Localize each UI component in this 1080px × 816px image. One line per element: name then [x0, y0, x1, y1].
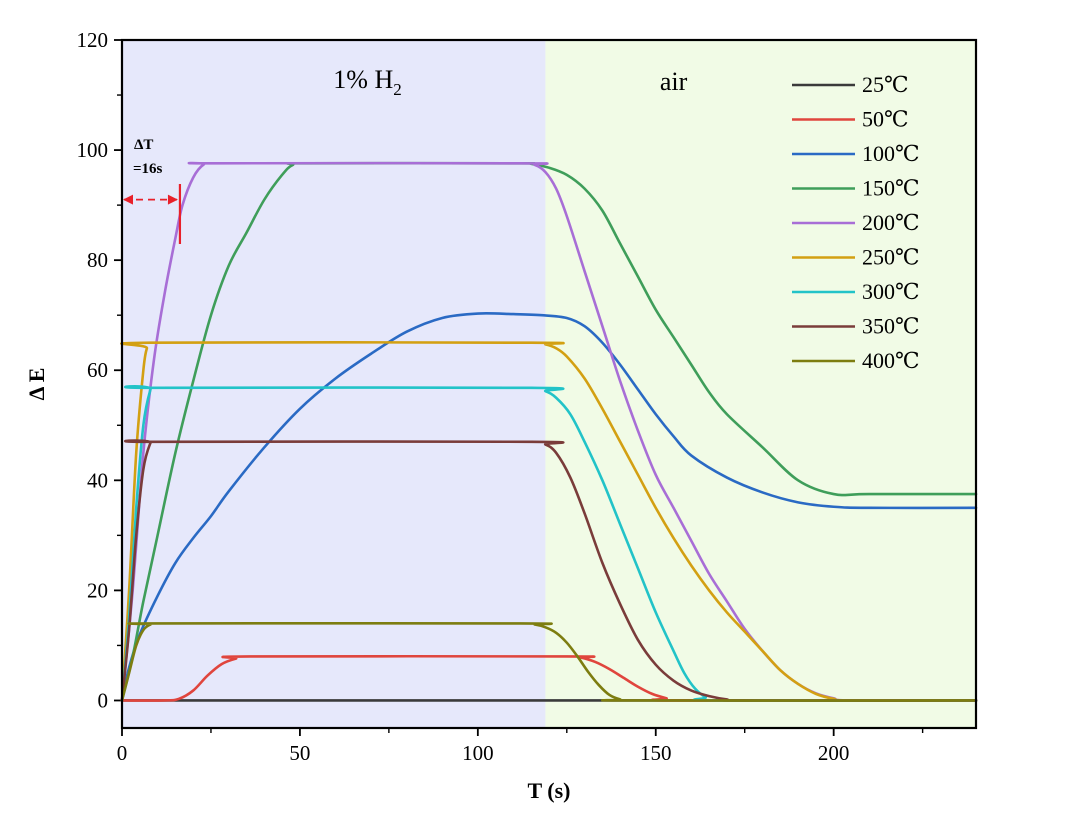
legend-label-5: 250℃ [862, 245, 920, 270]
y-tick-label: 80 [87, 248, 108, 272]
plot-frame [120, 38, 978, 730]
x-tick-label: 50 [289, 741, 310, 765]
legend-label-0: 25℃ [862, 72, 909, 97]
legend-label-2: 100℃ [862, 141, 920, 166]
x-tick-label: 200 [818, 741, 850, 765]
x-axis-title: T (s) [528, 778, 571, 803]
legend-label-7: 350℃ [862, 314, 920, 339]
x-tick-label: 100 [462, 741, 494, 765]
region-band-0 [122, 40, 546, 728]
annotation-arrow-right [167, 194, 178, 205]
annotation-delta-t-value: =16s [133, 161, 163, 177]
region-label-air: air [660, 67, 688, 96]
legend-label-3: 150℃ [862, 176, 920, 201]
series-line-1 [120, 654, 978, 702]
region-label-h2: 1% H2 [333, 65, 401, 99]
series-line-7 [120, 439, 978, 702]
y-tick-label: 100 [77, 138, 109, 162]
region-label-h2-main: 1% H [333, 65, 393, 94]
delta-t-annotation: ΔT =16s [123, 137, 182, 244]
y-tick-label: 0 [98, 688, 109, 712]
series-line-2 [120, 312, 978, 702]
y-tick-label: 60 [87, 358, 108, 382]
annotation-arrow-left [123, 194, 133, 205]
y-tick-label: 20 [87, 578, 108, 602]
legend-label-6: 300℃ [862, 279, 920, 304]
x-tick-label: 150 [640, 741, 672, 765]
series-line-5 [120, 340, 978, 702]
legend-label-1: 50℃ [862, 107, 909, 132]
region-band-1 [545, 40, 976, 728]
series-line-8 [120, 621, 978, 702]
annotation-delta-t: ΔT [134, 137, 153, 153]
y-tick-label: 40 [87, 468, 108, 492]
x-tick-label: 0 [117, 741, 128, 765]
region-label-h2-sub: 2 [393, 80, 402, 99]
background-regions [122, 40, 976, 728]
series-group [120, 161, 978, 703]
legend: 25℃ 50℃ 100℃ 150℃ 200℃ 250℃ 300℃ 350℃ 400℃ [792, 72, 920, 373]
y-tick-label: 120 [77, 28, 109, 52]
series-line-6 [120, 385, 978, 703]
legend-label-8: 400℃ [862, 348, 920, 373]
y-axis-title: Δ E [24, 368, 49, 401]
tick-labels: 0 50 100 150 200 0 20 40 60 80 100 120 [77, 28, 850, 765]
legend-label-4: 200℃ [862, 210, 920, 235]
